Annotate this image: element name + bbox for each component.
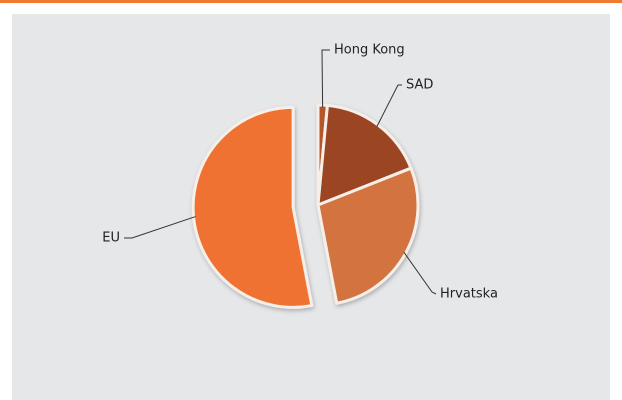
slice-label: SAD <box>406 78 433 93</box>
top-border <box>0 0 622 3</box>
leader-line <box>376 84 402 127</box>
labels: Hong Kong SAD Hrvatska EU <box>102 43 498 302</box>
slice-label: Hrvatska <box>440 287 498 302</box>
slice-label: EU <box>102 231 120 246</box>
leader-line <box>124 216 196 239</box>
slice-label: Hong Kong <box>334 43 405 58</box>
leader-line <box>403 251 437 295</box>
pie <box>191 103 420 309</box>
pie-slice <box>316 166 420 305</box>
leader-line <box>321 49 330 108</box>
chart-panel <box>12 14 610 400</box>
